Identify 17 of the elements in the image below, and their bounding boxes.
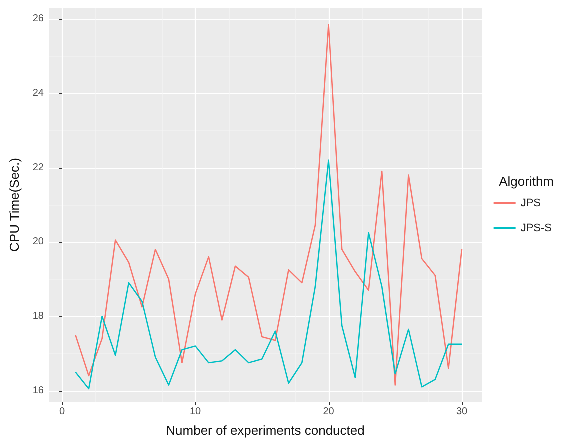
y-axis-title: CPU Time(Sec.) <box>7 158 22 252</box>
line-series <box>74 160 463 390</box>
x-tick-label: 20 <box>323 406 335 418</box>
y-tick-label: 24 <box>32 88 44 99</box>
x-axis-title: Number of experiments conducted <box>166 423 365 438</box>
y-tick-label: 16 <box>32 385 44 396</box>
y-tick-label: 20 <box>32 236 44 248</box>
legend-label: JPS <box>520 198 542 210</box>
line-series <box>74 24 463 386</box>
x-tick-label: 10 <box>190 406 202 418</box>
legend-title: Algorithm <box>499 174 554 189</box>
legend-label: JPS-S <box>520 222 552 234</box>
y-tick-label: 26 <box>32 14 44 25</box>
y-tick-label: 18 <box>32 311 44 322</box>
x-tick-label: 30 <box>456 406 468 418</box>
y-tick-label: 22 <box>32 162 44 174</box>
x-tick-label: 0 <box>60 406 66 418</box>
